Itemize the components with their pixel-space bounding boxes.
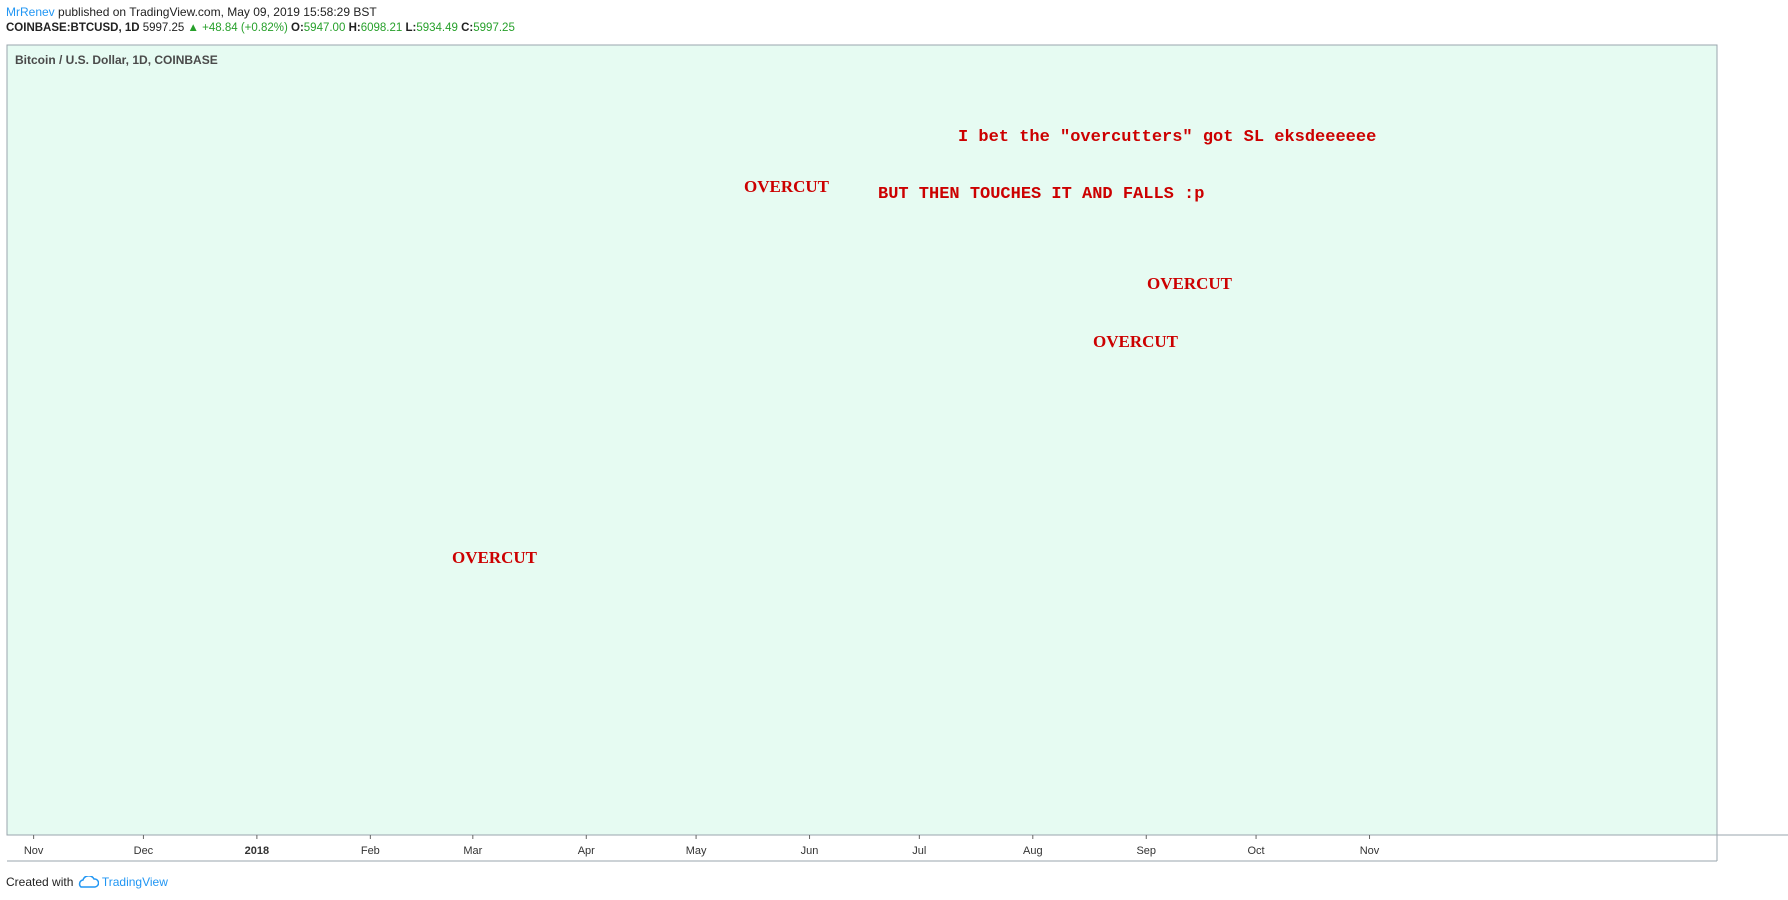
price-value: 5997.25 xyxy=(142,22,185,34)
annotation-overcut-7777: OVERCUT xyxy=(1093,332,1179,351)
low-value: 5934.49 xyxy=(416,22,458,34)
high-value: 6098.21 xyxy=(360,22,403,34)
low-label: L: xyxy=(405,22,417,34)
symbol-label: COINBASE:BTCUSD, 1D xyxy=(6,22,140,34)
created-with-text: Created with xyxy=(6,875,74,889)
time-tick-label[interactable]: May xyxy=(686,845,707,857)
annotation-overcut-9890: OVERCUT xyxy=(744,177,830,196)
change-text: +48.84 (+0.82%) xyxy=(202,22,288,34)
annotation-touches-falls: BUT THEN TOUCHES IT AND FALLS :p xyxy=(878,185,1204,204)
chart-title: Bitcoin / U.S. Dollar, 1D, COINBASE xyxy=(15,53,218,67)
up-arrow-icon: ▲ xyxy=(187,22,199,34)
annotation-overcut-5511: OVERCUT xyxy=(452,548,538,567)
annotation-overcutters: I bet the "overcutters" got SL eksdeeeee… xyxy=(958,128,1376,147)
high-label: H: xyxy=(348,22,361,34)
time-tick-label[interactable]: Mar xyxy=(463,845,482,857)
time-tick-label[interactable]: Jul xyxy=(912,845,926,857)
time-tick-label[interactable]: Sep xyxy=(1136,845,1156,857)
open-label: O: xyxy=(291,22,304,34)
time-tick-label[interactable]: Nov xyxy=(1360,845,1380,857)
open-value: 5947.00 xyxy=(303,22,346,34)
footer: Created with TradingView xyxy=(6,874,168,889)
close-label: C: xyxy=(461,22,474,34)
annotations: I bet the "overcutters" got SL eksdeeeee… xyxy=(452,128,1376,567)
time-tick-label[interactable]: Nov xyxy=(24,845,44,857)
tradingview-brand[interactable]: TradingView xyxy=(101,875,168,889)
author-link[interactable]: MrRenev xyxy=(6,5,55,19)
annotation-overcut-8600: OVERCUT xyxy=(1147,274,1233,293)
time-tick-label[interactable]: Aug xyxy=(1023,845,1043,857)
publish-header: MrRenev published on TradingView.com, Ma… xyxy=(6,4,377,20)
ohlc-legend: COINBASE:BTCUSD, 1D 5997.25 ▲ +48.84 (+0… xyxy=(6,21,515,36)
change-value: ▲ +48.84 (+0.82%) xyxy=(188,22,288,34)
time-axis[interactable]: Nov Dec 2018 Feb Mar Apr May Jun Jul Aug Sep Oct Nov xyxy=(24,835,1380,857)
publish-info: published on TradingView.com, May 09, 20… xyxy=(58,5,377,19)
close-value: 5997.25 xyxy=(473,22,515,34)
time-tick-label[interactable]: Oct xyxy=(1247,845,1264,857)
time-tick-label[interactable]: Dec xyxy=(134,845,154,857)
time-tick-label[interactable]: Jun xyxy=(801,845,819,857)
time-tick-label[interactable]: 2018 xyxy=(245,845,269,857)
plot-background xyxy=(6,44,1718,836)
tradingview-cloud-icon xyxy=(78,875,99,888)
time-tick-label[interactable]: Feb xyxy=(361,845,380,857)
time-tick-label[interactable]: Apr xyxy=(578,845,595,857)
